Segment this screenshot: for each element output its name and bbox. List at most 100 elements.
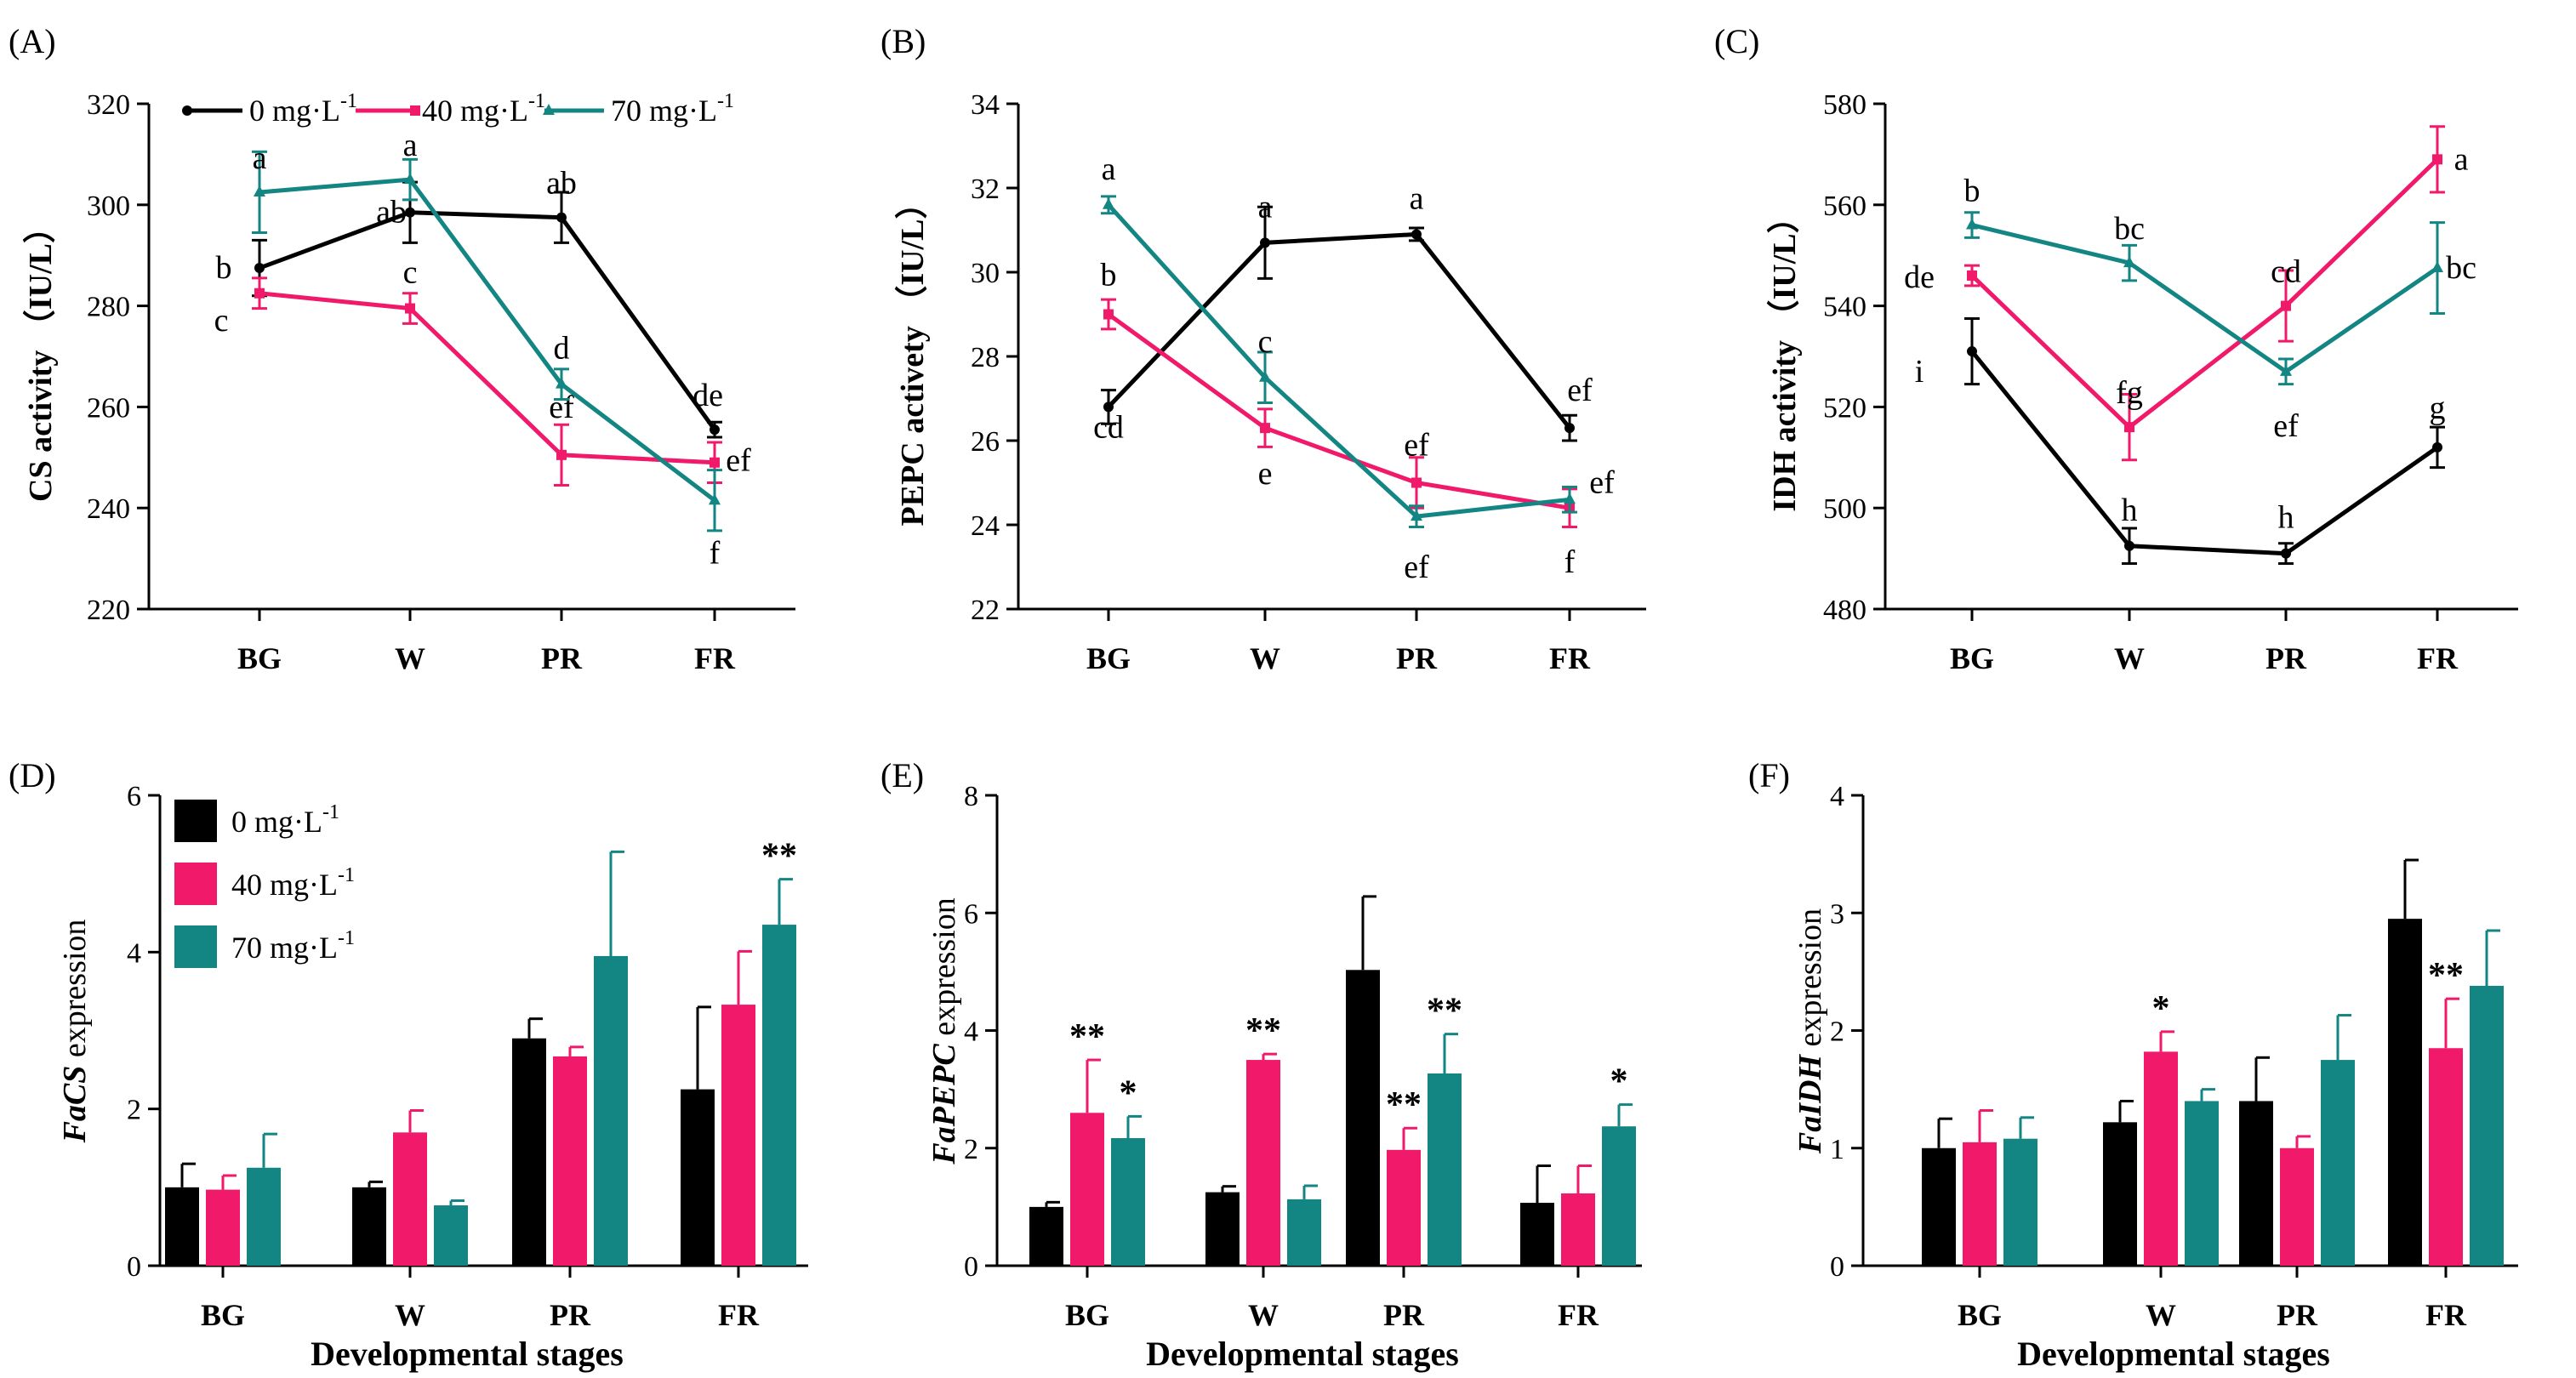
x-tick-label: FR <box>2417 641 2459 675</box>
significance-letter: cd <box>1093 409 1124 445</box>
x-tick-label: W <box>395 641 425 675</box>
series-line <box>1107 231 1571 430</box>
significance-letter: ef <box>726 443 751 479</box>
significance-letter: b <box>1964 174 1980 209</box>
x-tick-label: W <box>1248 1298 1279 1332</box>
significance-stars: * <box>2152 989 2170 1028</box>
bar <box>2185 1101 2219 1266</box>
data-point <box>556 212 567 223</box>
legend-label-text: 40 mg·L <box>422 94 528 128</box>
y-tick-label: 220 <box>87 595 130 626</box>
series-line <box>1970 157 2439 430</box>
legend-label: 70 mg·L-1 <box>611 90 734 128</box>
data-point <box>1411 510 1422 521</box>
significance-letter: ef <box>1404 549 1429 585</box>
panel-label: (E) <box>881 756 924 794</box>
data-point <box>2123 256 2135 268</box>
panel-label: (D) <box>9 756 56 794</box>
data-point <box>1103 309 1114 320</box>
y-tick-label: 6 <box>964 898 978 930</box>
panel-c: (C) 480 500 520 540 560 580 BG W PR FR IDH activity… <box>1714 22 2518 675</box>
significance-letter: ab <box>376 195 407 231</box>
significance-letter: bc <box>2114 211 2145 247</box>
legend-swatch <box>174 800 217 842</box>
significance-letter: de <box>1904 259 1935 295</box>
legend-label-text: 40 mg·L <box>231 868 338 902</box>
significance-letter: de <box>692 378 723 413</box>
significance-letter: i <box>1915 354 1924 390</box>
y-tick-label: 0 <box>127 1251 141 1283</box>
legend-marker <box>543 104 555 115</box>
x-tick-label: PR <box>2277 1298 2318 1332</box>
data-point <box>2432 441 2442 453</box>
legend-label-sup: -1 <box>338 927 355 949</box>
data-point <box>254 263 265 274</box>
series-2: a a d f <box>252 128 722 571</box>
significance-letter: c <box>1258 324 1273 360</box>
x-tick-label: FR <box>718 1298 760 1332</box>
panel-d: (D) 0 2 4 6 BG W PR FR FaCS expression Development… <box>9 756 808 1373</box>
y-axis-label: FaIDH expression <box>1792 908 1828 1154</box>
bar <box>1205 1192 1240 1266</box>
y-tick-label: 4 <box>1830 781 1844 812</box>
series-0 <box>1922 858 2422 1266</box>
panel-label: (A) <box>9 22 56 60</box>
bar <box>1070 1113 1104 1266</box>
significance-letter: c <box>214 303 229 339</box>
bar <box>2429 1048 2463 1266</box>
bar <box>594 955 628 1266</box>
y-tick-label: 260 <box>87 392 130 424</box>
series-line <box>259 291 715 465</box>
bar <box>1029 1206 1063 1266</box>
y-tick-label: 280 <box>87 292 130 323</box>
legend-label: 40 mg·L-1 <box>231 864 355 902</box>
significance-stars: ** <box>1245 1011 1281 1051</box>
data-point <box>710 424 720 436</box>
x-tick-label: BG <box>1958 1298 2002 1332</box>
y-tick-label: 1 <box>1830 1134 1844 1165</box>
bar <box>434 1205 468 1266</box>
panel-label: (F) <box>1748 756 1790 794</box>
legend-label: 0 mg·L-1 <box>231 801 339 839</box>
series-0: b ab ab de <box>216 166 723 439</box>
panel-b: (B) 22 24 26 28 30 32 34 BG W PR FR PEPC activety （I… <box>881 22 1646 675</box>
significance-letter: g <box>2430 390 2446 426</box>
y-axis-label-rest: expression <box>926 897 962 1044</box>
data-point <box>1564 493 1576 504</box>
y-tick-label: 28 <box>971 342 1000 373</box>
y-axis-label-rest: expression <box>1792 908 1828 1055</box>
y-tick-label: 300 <box>87 191 130 222</box>
series-1: b e ef f <box>1101 258 1577 580</box>
data-point <box>2124 540 2134 551</box>
y-tick-label: 8 <box>964 781 978 812</box>
bar <box>165 1187 199 1266</box>
x-tick-label: BG <box>1950 641 1994 675</box>
bar <box>1963 1142 1997 1266</box>
data-point <box>2124 422 2134 433</box>
bar <box>681 1089 715 1266</box>
x-tick-label: FR <box>1558 1298 1599 1332</box>
series-2: ** ** <box>1111 992 1636 1266</box>
y-tick-label: 560 <box>1823 191 1866 222</box>
significance-letter: h <box>2278 500 2294 536</box>
significance-letter: h <box>2122 493 2138 528</box>
panel-f: (F) 0 1 2 3 4 BG W PR FR FaIDH expression Developme… <box>1748 756 2518 1373</box>
bar <box>1111 1137 1145 1266</box>
y-tick-label: 580 <box>1823 89 1866 121</box>
significance-stars: * <box>1120 1073 1137 1113</box>
data-point <box>1966 218 1978 230</box>
legend-label-sup: -1 <box>338 864 355 886</box>
bar <box>762 925 796 1266</box>
bar <box>1561 1193 1595 1266</box>
data-point <box>2280 364 2292 376</box>
y-axis-label: IDH activity （IU/L） <box>1767 201 1803 511</box>
significance-letter: a <box>1410 180 1424 216</box>
significance-letter: ef <box>1567 373 1593 408</box>
y-tick-label: 0 <box>1830 1251 1844 1283</box>
significance-stars: ** <box>1386 1085 1422 1125</box>
legend-label-text: 70 mg·L <box>611 94 717 128</box>
panel-label: (B) <box>881 22 926 60</box>
data-point <box>1564 423 1575 434</box>
x-tick-label: BG <box>1086 641 1131 675</box>
legend-label: 40 mg·L-1 <box>422 90 545 128</box>
